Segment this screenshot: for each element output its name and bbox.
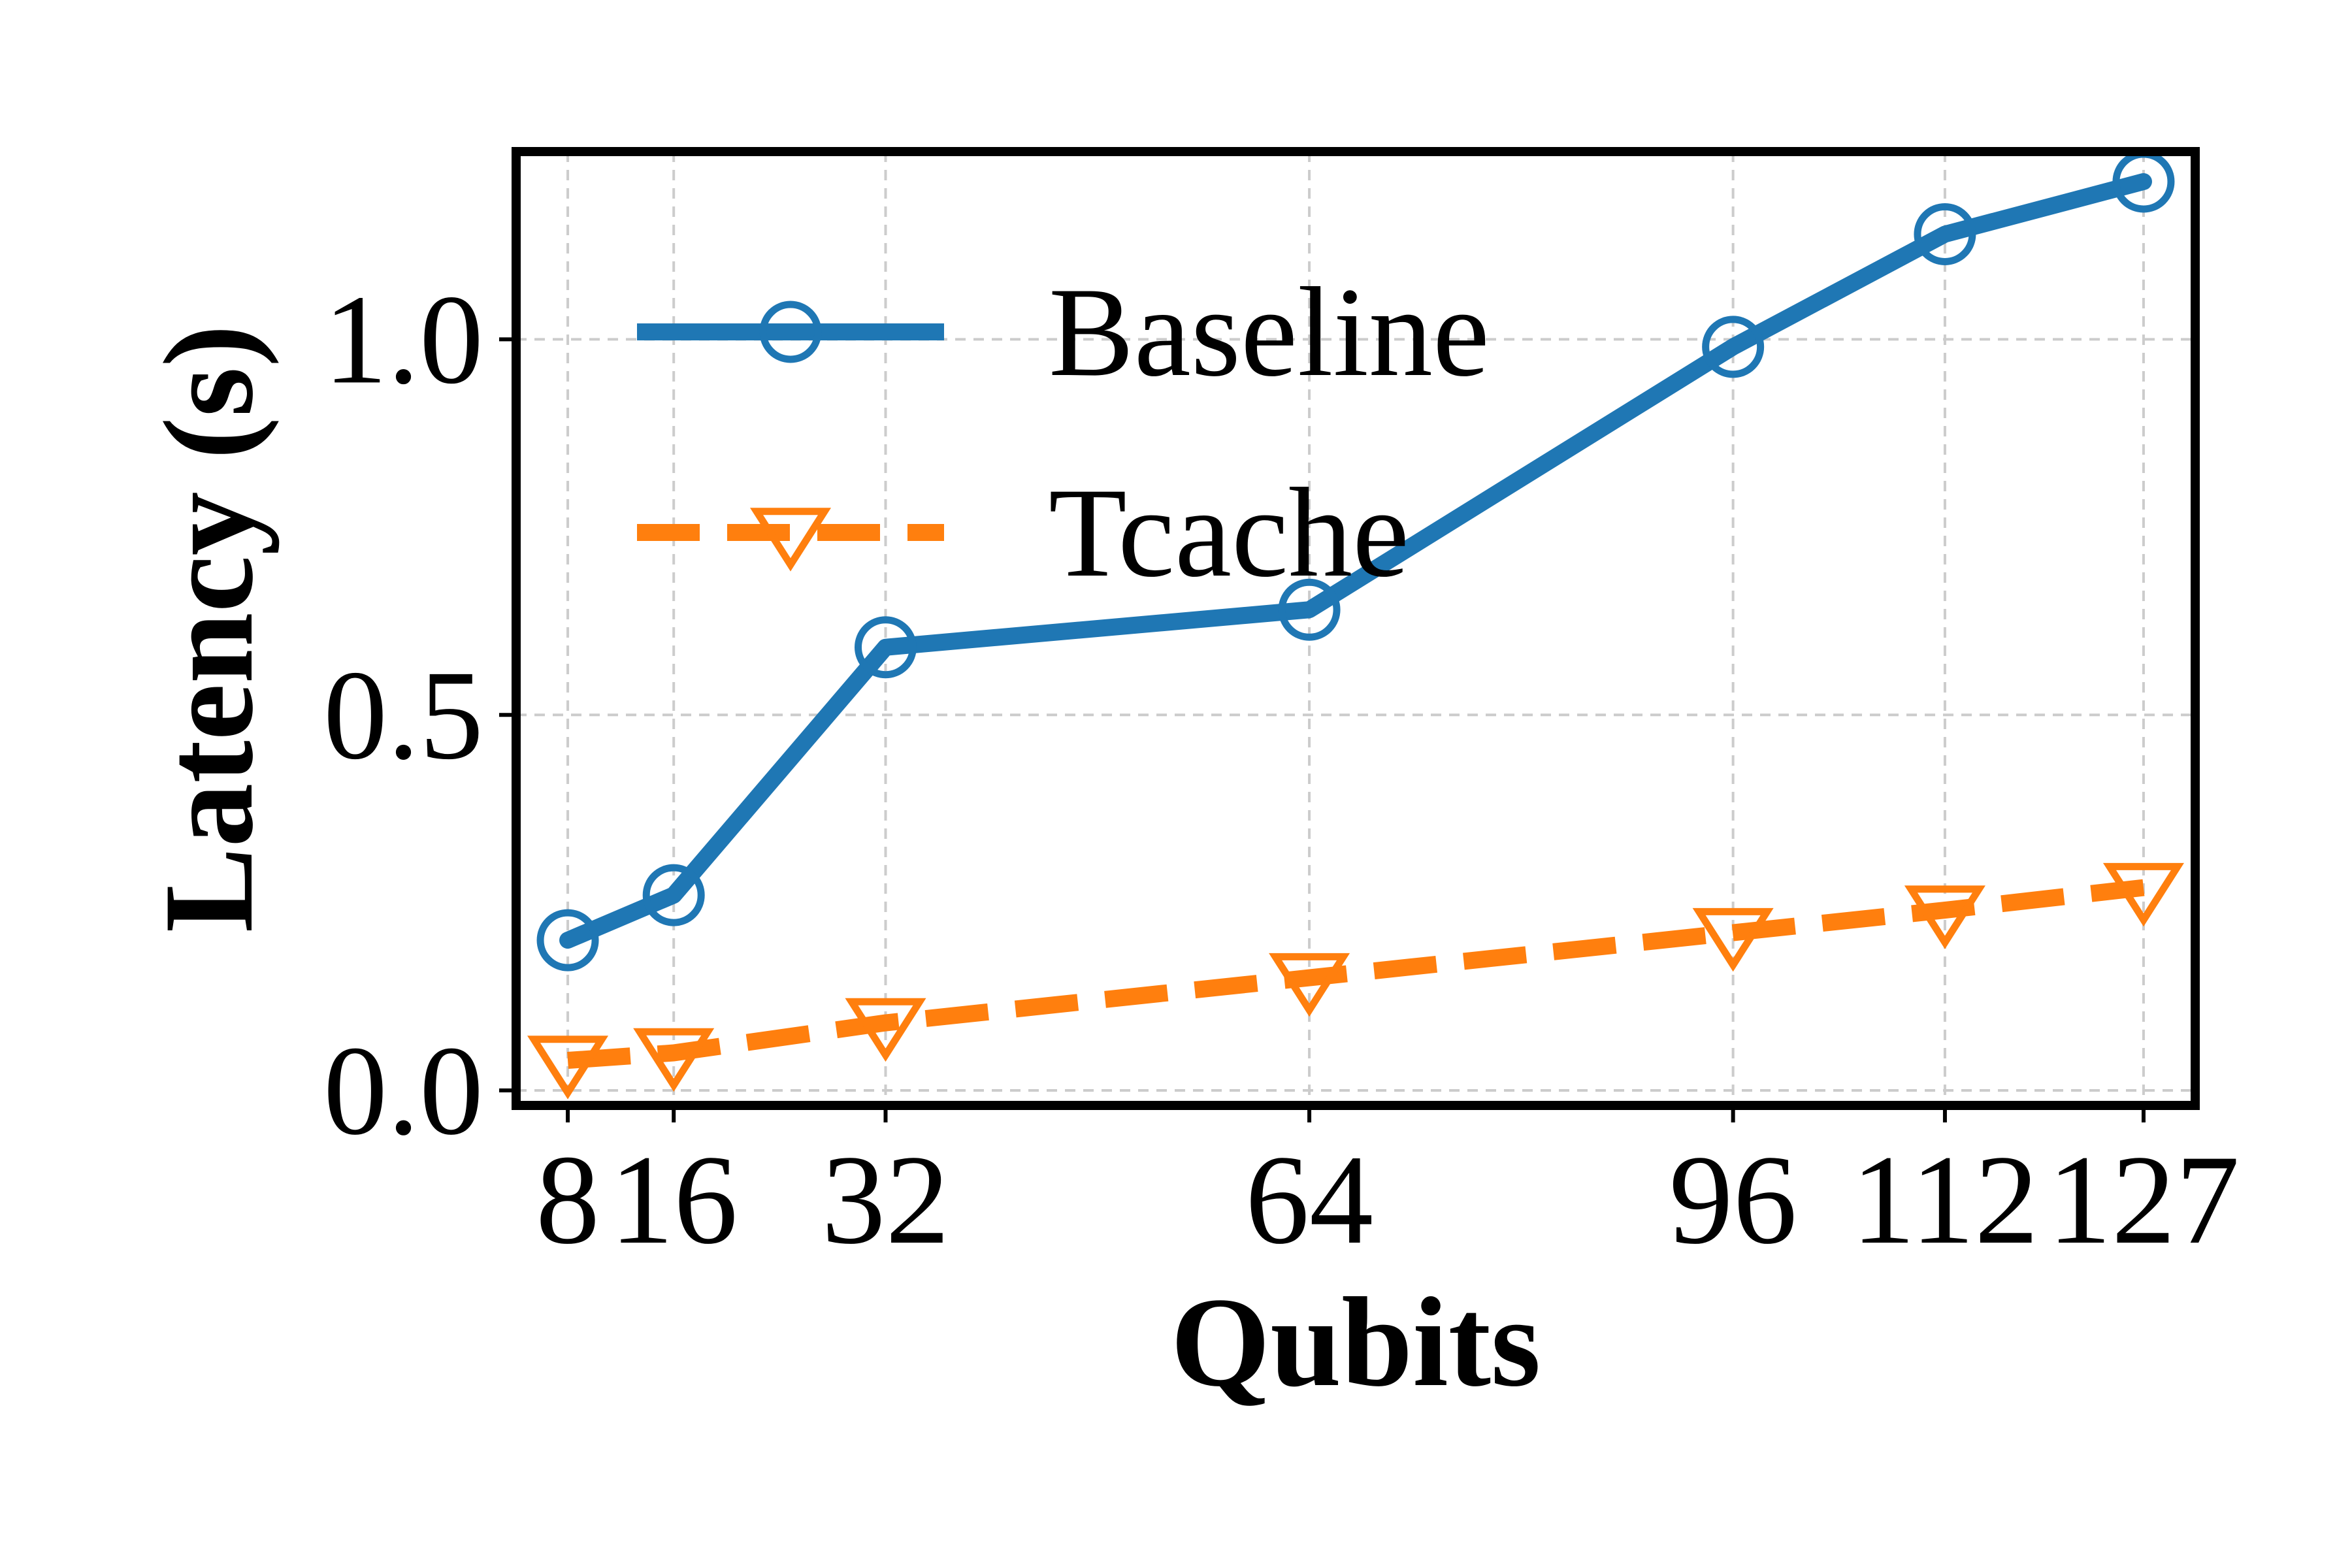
series-tcache-point	[845, 998, 926, 1062]
y-tick-label: 0.0	[323, 1020, 483, 1162]
legend-tcache-marker	[749, 508, 832, 572]
series-baseline-point	[1278, 578, 1341, 641]
series-baseline-point	[1914, 203, 1976, 265]
series-baseline-point	[536, 909, 599, 972]
series-baseline-point	[642, 864, 705, 926]
legend: Baseline Tcache	[637, 261, 1490, 604]
series-baseline-point	[854, 616, 917, 679]
legend-baseline-label: Baseline	[1049, 261, 1490, 403]
legend-tcache-label: Tcache	[1049, 462, 1409, 604]
y-tick-label: 1.0	[323, 269, 483, 410]
series-tcache-line	[567, 879, 2145, 1069]
series-layer	[527, 150, 2184, 1100]
series-tcache-point	[2102, 862, 2184, 927]
y-axis-title: Latency (s)	[138, 325, 280, 933]
x-axis-title: Qubits	[1171, 1271, 1541, 1413]
x-tick-label: 112	[1852, 1129, 2039, 1271]
x-tick-label: 32	[821, 1129, 949, 1271]
tick-layer: 8 16 32 64 96 112 127 0.0 0.5 1.0	[323, 269, 2240, 1271]
plot-frame	[512, 147, 2200, 1110]
x-tick-label: 8	[536, 1129, 600, 1271]
series-tcache-point	[527, 1036, 609, 1100]
x-tick-label: 16	[610, 1129, 738, 1271]
legend-baseline-marker	[759, 301, 822, 363]
series-tcache-point	[1692, 907, 1774, 972]
series-baseline-point	[1702, 316, 1765, 378]
series-baseline-line	[559, 172, 2152, 949]
x-tick-label: 127	[2048, 1129, 2240, 1271]
series-tcache-point	[1269, 953, 1350, 1017]
x-tick-label: 64	[1245, 1129, 1373, 1271]
x-tick-label: 96	[1669, 1129, 1797, 1271]
series-tcache-point	[1904, 885, 1985, 949]
y-tick-label: 0.5	[323, 644, 483, 786]
series-tcache-point	[633, 1028, 715, 1092]
